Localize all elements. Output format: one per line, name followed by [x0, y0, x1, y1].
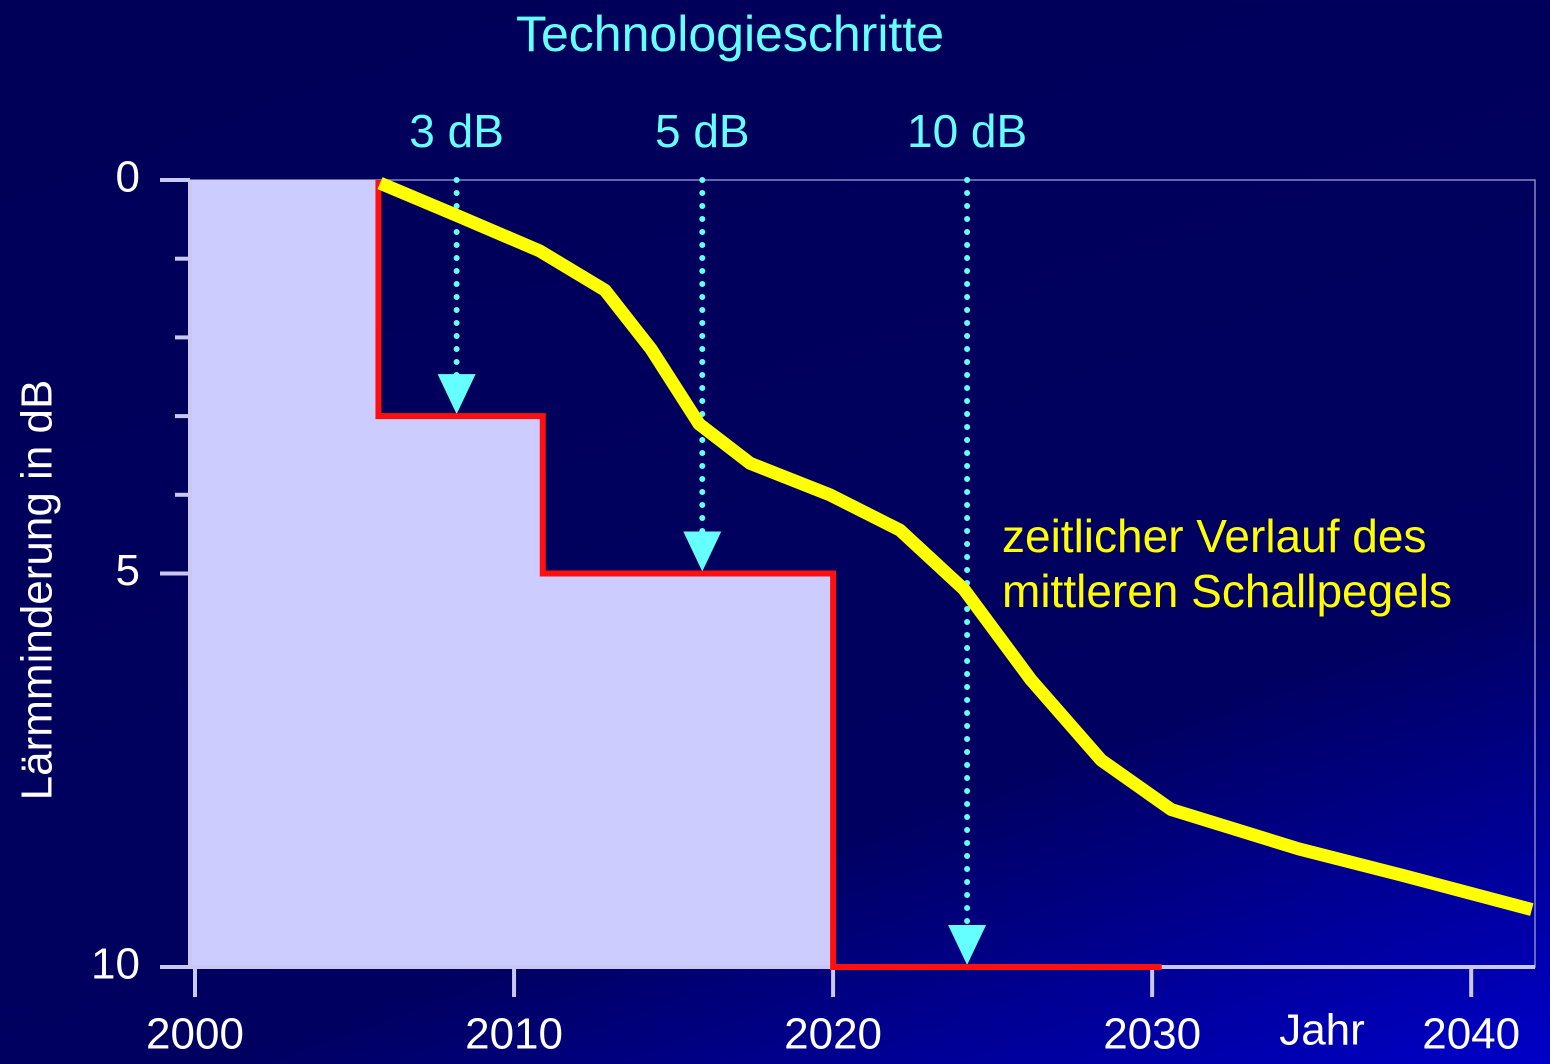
x-tick-label: 2010	[465, 1010, 563, 1059]
arrow-label: 5 dB	[655, 105, 750, 157]
chart-title: Technologieschritte	[516, 6, 944, 62]
arrow-head	[683, 531, 722, 572]
y-axis-label: Lärmminderung in dB	[13, 380, 62, 801]
y-tick-label: 5	[116, 546, 140, 595]
x-axis-label: Jahr	[1279, 1006, 1365, 1055]
curve	[377, 177, 1534, 916]
x-tick-label: 2020	[784, 1010, 882, 1059]
arrow-label: 3 dB	[409, 105, 504, 157]
arrow-head	[437, 374, 476, 415]
y-tick-label: 0	[116, 153, 140, 202]
arrow-head	[948, 925, 987, 965]
y-tick-label: 10	[91, 940, 140, 989]
x-tick-label: 2030	[1103, 1010, 1201, 1059]
x-tick-label: 2000	[146, 1010, 244, 1059]
x-tick-label: 2040	[1422, 1010, 1520, 1059]
step-line	[375, 180, 1162, 970]
step-area	[190, 180, 834, 967]
arrow-label: 10 dB	[907, 105, 1027, 157]
curve-label: mittleren Schallpegels	[1002, 565, 1452, 617]
curve-label: zeitlicher Verlauf des	[1002, 510, 1426, 562]
